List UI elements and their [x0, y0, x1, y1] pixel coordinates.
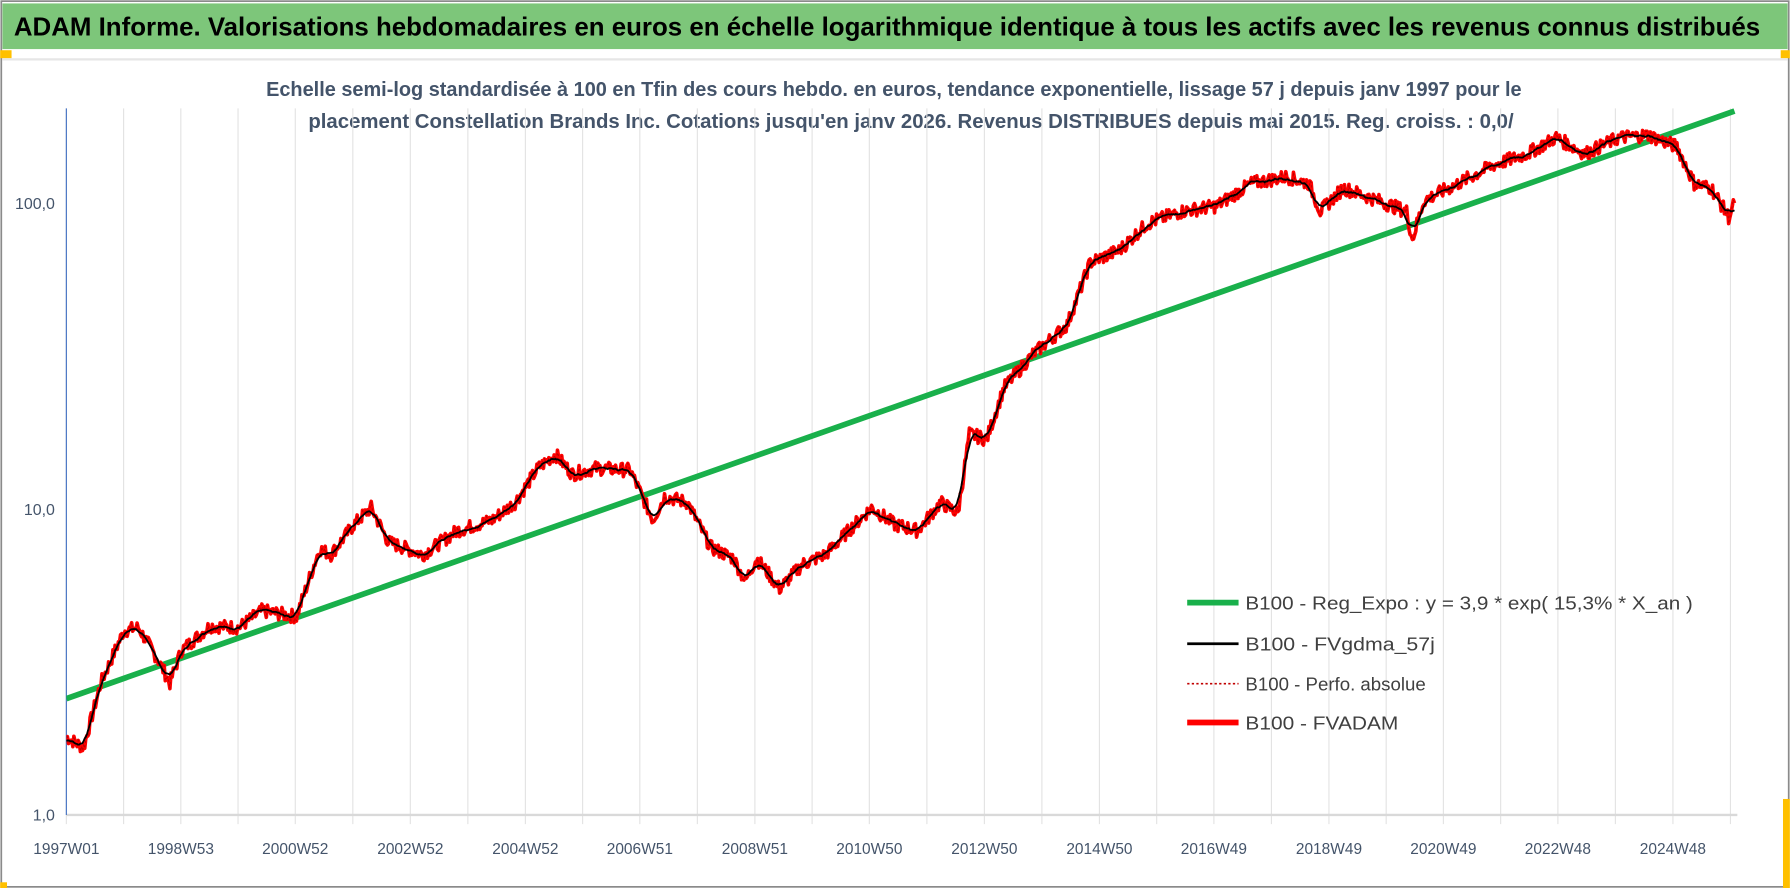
legend-label-smooth: B100 - FVgdma_57j [1245, 634, 1434, 656]
trend-line [66, 108, 1736, 702]
y-tick-label: 10,0 [24, 502, 55, 519]
legend: B100 - Reg_Expo : y = 3,9 * exp( 15,3% *… [1187, 593, 1693, 733]
x-tick-label: 2020W49 [1410, 841, 1476, 858]
x-tick-label: 2008W51 [722, 841, 788, 858]
y-tick-label: 100,0 [15, 196, 55, 213]
plot-lines [66, 108, 1737, 754]
x-tick-label: 1998W53 [148, 841, 214, 858]
x-tick-label: 2002W52 [377, 841, 443, 858]
x-tick-label: 2010W50 [836, 841, 902, 858]
smooth-line [66, 133, 1735, 746]
y-tick-label: 1,0 [33, 808, 55, 825]
chart-title-line1: Echelle semi-log standardisée à 100 en T… [266, 79, 1522, 101]
selection-handle[interactable] [0, 882, 8, 888]
x-tick-label: 2016W49 [1181, 841, 1247, 858]
x-tick-label: 1997W01 [33, 841, 99, 858]
header-title: ADAM Informe. Valorisations hebdomadaire… [14, 11, 1760, 41]
legend-label-trend: B100 - Reg_Expo : y = 3,9 * exp( 15,3% *… [1245, 593, 1692, 615]
legend-label-perfo: B100 - Perfo. absolue [1245, 674, 1425, 695]
x-tick-label: 2004W52 [492, 841, 558, 858]
selection-handle[interactable] [1780, 50, 1790, 59]
selection-handle[interactable] [1783, 798, 1790, 888]
chart-title-line2: placement Constellation Brands Inc. Cota… [308, 111, 1514, 133]
x-tick-label: 2000W52 [262, 841, 328, 858]
fvadam-line [66, 128, 1737, 754]
legend-label-fvadam: B100 - FVADAM [1245, 712, 1398, 733]
axes: 1997W01 1998W53 2000W52 2002W52 2004W52 2006W… [15, 108, 1738, 858]
x-tick-label: 2022W48 [1525, 841, 1591, 858]
x-tick-label: 2006W51 [607, 841, 673, 858]
x-tick-label: 2024W48 [1640, 841, 1706, 858]
selection-handle[interactable] [0, 50, 12, 59]
x-tick-label: 2014W50 [1066, 841, 1132, 858]
x-tick-label: 2018W49 [1296, 841, 1362, 858]
x-tick-label: 2012W50 [951, 841, 1017, 858]
title-bar [2, 3, 1788, 50]
grid [65, 108, 1732, 825]
